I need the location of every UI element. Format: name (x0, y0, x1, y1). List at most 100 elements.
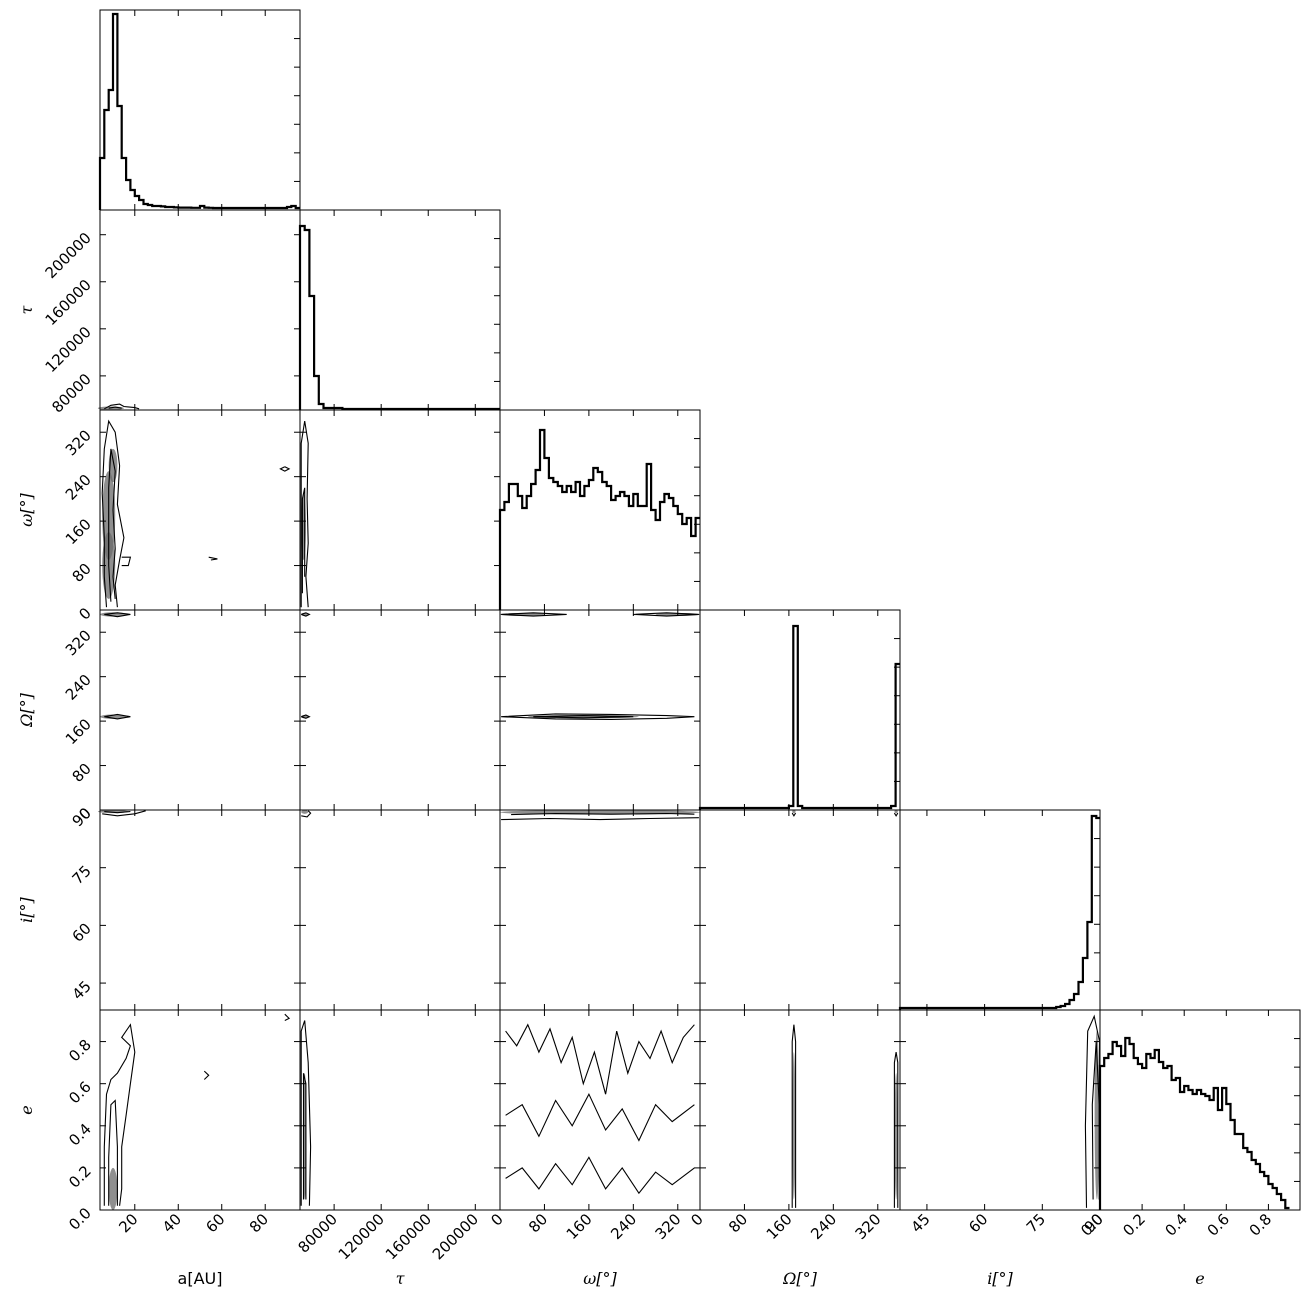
panel-i-vs-a-contour-0 (102, 810, 146, 817)
panel-tau-vs-a-frame (99, 209, 301, 411)
x-tick-label-Omega: 240 (807, 1210, 840, 1243)
y-tick-label-omega: 320 (62, 426, 95, 459)
panel-e-vs-Omega-density-0 (792, 1052, 796, 1200)
panel-omega-vs-tau-frame (299, 409, 501, 611)
panel-Omega-vs-a-frame (99, 609, 301, 811)
histogram-panel-tau-frame (299, 209, 501, 411)
x-tick-label-a: 20 (115, 1210, 141, 1236)
panel-e-vs-a-contour-0 (103, 1023, 136, 1206)
panel-Omega-vs-omega-contour-0 (501, 612, 567, 617)
x-tick-label-i: 45 (908, 1210, 934, 1236)
histogram-panel-Omega-frame (699, 609, 901, 811)
panel-tau-vs-a-contour-1 (108, 406, 122, 409)
y-tick-label-e: 0.2 (65, 1162, 95, 1192)
y-tick-label-Omega: 320 (62, 626, 95, 659)
x-axis-label-tau: τ (396, 1269, 406, 1288)
panel-e-vs-a-contour-2 (203, 1070, 210, 1080)
histogram-e (1098, 1036, 1290, 1210)
panel-i-vs-omega-frame (499, 809, 701, 1011)
y-tick-label-omega: 0 (75, 604, 94, 623)
x-tick-label-Omega: 160 (763, 1210, 796, 1243)
panel-e-vs-i-frame (899, 1009, 1101, 1211)
panel-Omega-vs-omega-frame (499, 609, 701, 811)
x-tick-label-a: 80 (246, 1210, 272, 1236)
histogram-omega (498, 428, 700, 610)
x-tick-label-e: 0.8 (1246, 1210, 1276, 1240)
x-tick-label-Omega: 80 (725, 1210, 751, 1236)
panel-Omega-vs-a-contour-1 (104, 612, 131, 618)
x-axis-label-e: e (1195, 1269, 1204, 1288)
y-tick-label-omega: 160 (62, 515, 95, 548)
x-tick-label-i: 60 (965, 1210, 991, 1236)
panel-i-vs-tau-density-0 (301, 810, 309, 814)
y-tick-label-e: 0.4 (65, 1120, 95, 1150)
x-tick-label-Omega: 320 (852, 1210, 885, 1243)
y-tick-label-i: 45 (69, 977, 95, 1003)
panel-Omega-vs-a-density-0 (100, 714, 127, 719)
x-tick-label-omega: 320 (652, 1210, 685, 1243)
panel-omega-vs-a-frame (99, 409, 301, 611)
panel-tau-vs-a-contour-0 (104, 403, 140, 410)
y-tick-label-e: 0.8 (65, 1036, 95, 1066)
y-tick-label-tau: 200000 (42, 229, 95, 282)
y-tick-label-e: 0.0 (65, 1204, 95, 1234)
x-tick-label-a: 40 (159, 1210, 185, 1236)
y-tick-label-i: 60 (69, 919, 95, 945)
panel-i-vs-a-contour-1 (104, 810, 131, 814)
x-tick-label-i: 75 (1023, 1210, 1049, 1236)
panel-e-vs-a-density-0 (108, 1167, 118, 1210)
panel-i-vs-tau-frame (299, 809, 501, 1011)
panel-Omega-vs-tau-frame (299, 609, 501, 811)
x-tick-label-tau: 200000 (429, 1210, 482, 1263)
x-tick-label-e: 0.6 (1204, 1210, 1234, 1240)
x-axis-label-a: a[AU] (178, 1269, 223, 1288)
panel-e-vs-omega-contour-2 (505, 1156, 695, 1195)
panel-Omega-vs-omega-contour-1 (633, 612, 699, 617)
y-axis-label-i: i[°] (17, 896, 36, 922)
y-tick-label-Omega: 160 (62, 715, 95, 748)
panel-Omega-vs-tau-contour-1 (301, 612, 311, 617)
x-axis-label-omega: ω[°] (583, 1269, 617, 1288)
histogram-i (898, 814, 1100, 1010)
y-tick-label-omega: 80 (69, 560, 95, 586)
panel-omega-vs-a-contour-4 (279, 466, 291, 472)
y-tick-label-i: 75 (69, 862, 95, 888)
y-tick-label-Omega: 240 (62, 671, 95, 704)
x-tick-label-e: 0.4 (1161, 1210, 1191, 1240)
x-tick-label-e: 0.0 (1077, 1210, 1107, 1240)
panel-e-vs-a-frame (99, 1009, 301, 1211)
panel-e-vs-Omega-frame (699, 1009, 901, 1211)
y-axis-label-e: e (17, 1105, 36, 1114)
panel-omega-vs-a-contour-2 (121, 556, 132, 567)
panel-omega-vs-a-contour-0 (101, 419, 125, 608)
panel-i-vs-Omega-density-1 (894, 810, 898, 814)
y-axis-label-omega: ω[°] (17, 492, 36, 526)
x-axis-label-Omega: Ω[°] (782, 1269, 818, 1288)
panel-e-vs-tau-contour-1 (302, 1073, 307, 1200)
panel-i-vs-a-frame (99, 809, 301, 1011)
x-tick-label-Omega: 0 (687, 1210, 706, 1229)
x-tick-label-tau: 160000 (382, 1210, 435, 1263)
y-axis-label-tau: τ (17, 304, 36, 314)
y-tick-label-e: 0.6 (65, 1078, 95, 1108)
panel-Omega-vs-tau-contour-0 (301, 714, 311, 719)
panel-e-vs-a-contour-3 (284, 1013, 291, 1021)
panel-Omega-vs-a-contour-0 (104, 713, 131, 720)
panel-i-vs-Omega-frame (699, 809, 901, 1011)
panel-i-vs-Omega-contour-1 (893, 812, 899, 817)
panel-e-vs-tau-contour-0 (300, 1020, 312, 1206)
histogram-panel-e-frame (1099, 1009, 1301, 1211)
panel-e-vs-Omega-contour-0 (791, 1024, 797, 1208)
y-axis-label-Omega: Ω[°] (17, 692, 36, 728)
y-tick-label-Omega: 80 (69, 760, 95, 786)
panel-e-vs-tau-frame (299, 1009, 501, 1211)
panel-e-vs-omega-contour-0 (505, 1023, 695, 1095)
x-tick-label-omega: 160 (563, 1210, 596, 1243)
histogram-tau (298, 224, 500, 411)
y-tick-label-tau: 120000 (42, 323, 95, 376)
panel-i-vs-Omega-density-0 (792, 810, 796, 814)
panel-omega-vs-a-contour-3 (208, 556, 218, 561)
histogram-Omega (698, 624, 900, 810)
y-tick-label-tau: 80000 (48, 370, 94, 416)
